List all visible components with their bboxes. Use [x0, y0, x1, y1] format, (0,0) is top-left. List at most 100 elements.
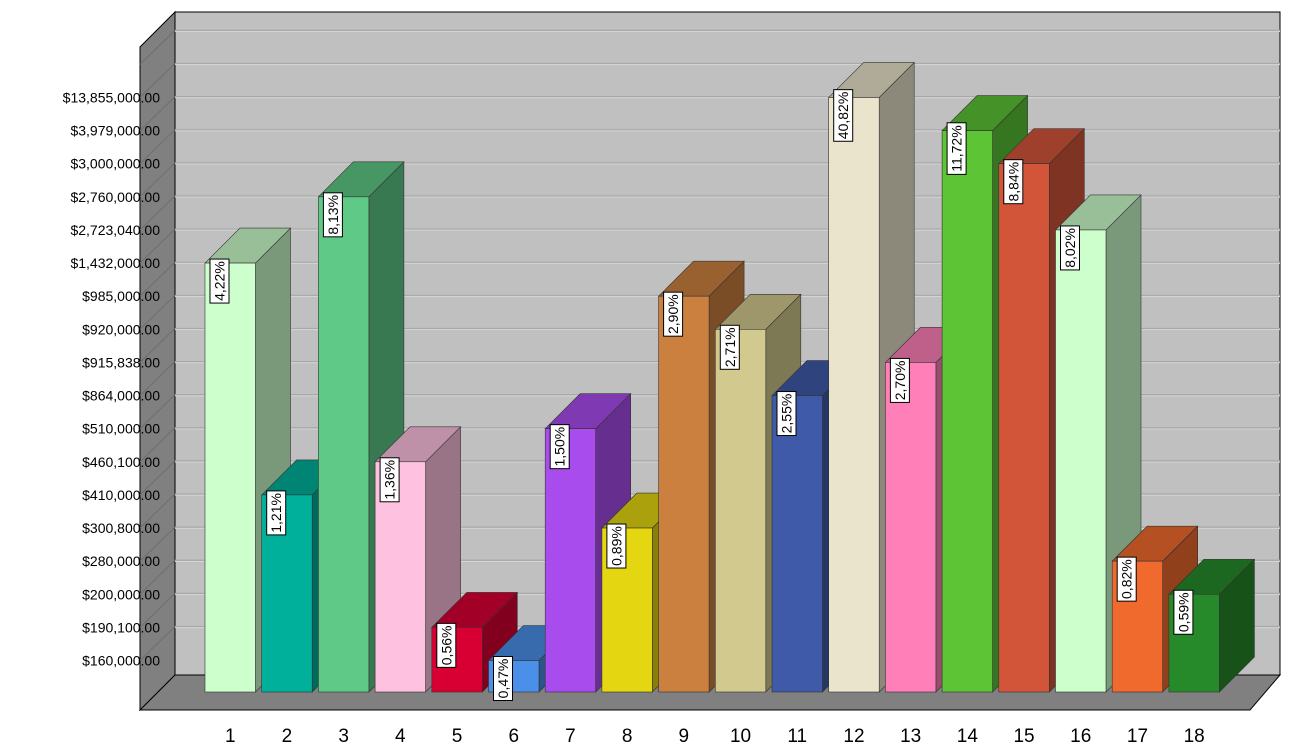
gridline-side	[139, 394, 176, 430]
percent-label-text: 40,82%	[835, 92, 851, 139]
x-tick-label: 10	[730, 726, 751, 747]
percent-label-text: 0,59%	[1175, 592, 1191, 632]
y-tick-label: $300,800.00	[82, 520, 160, 536]
percent-label-text: 0,56%	[438, 626, 454, 666]
y-tick-label: $2,760,000.00	[70, 189, 160, 205]
y-tick-label: $985,000.00	[82, 288, 160, 304]
percent-label-box	[493, 656, 513, 701]
percent-label-box	[1116, 556, 1137, 602]
y-tick-label: $13,855,000.00	[63, 89, 161, 105]
bar-front	[771, 395, 823, 693]
percent-label-text: 2,55%	[779, 394, 795, 434]
percent-label-text: 1,50%	[552, 427, 568, 467]
gridline-side	[139, 63, 176, 98]
gridline-side	[139, 29, 176, 65]
gridline-side	[139, 593, 176, 628]
x-tick-label: 15	[1013, 726, 1034, 747]
y-tick-label: $460,100.00	[82, 454, 160, 470]
y-tick-label: $200,000.00	[82, 586, 160, 602]
y-tick-label: $3,979,000.00	[70, 123, 160, 139]
gridline-side	[139, 361, 176, 396]
percent-label-text: 2,70%	[892, 361, 908, 401]
bar-front	[318, 196, 370, 693]
bar-percent-label: 2,70%	[889, 357, 910, 403]
gridline-side	[139, 261, 176, 297]
percent-label-box	[1003, 159, 1024, 205]
gridline-side	[139, 162, 176, 198]
gridline-side	[139, 493, 176, 529]
x-tick-label: 3	[338, 726, 349, 747]
y-tick-label: $915,838.00	[82, 354, 160, 370]
x-tick-label: 2	[282, 726, 293, 747]
x-axis-ticks: 1 2 3 4 5 6 7 8 9 10 11 12 13 14 15 16 17 18	[225, 726, 1205, 747]
y-tick-label: $160,000.00	[82, 653, 160, 669]
percent-label-text: 0,47%	[495, 659, 511, 699]
gridline-side	[139, 195, 176, 231]
percent-label-text: 8,02%	[1062, 228, 1078, 268]
bar-front	[828, 97, 880, 693]
percent-label-box	[606, 523, 627, 569]
bar-percent-label: 1,36%	[379, 457, 400, 503]
bar-front	[204, 262, 256, 693]
bar-front	[658, 295, 710, 693]
x-tick-label: 16	[1070, 726, 1091, 747]
x-tick-label: 7	[565, 726, 576, 747]
y-tick-label: $2,723,040.00	[70, 222, 160, 238]
x-tick-label: 4	[395, 726, 406, 747]
percent-label-box	[1060, 225, 1080, 271]
x-tick-label: 14	[957, 726, 979, 747]
x-tick-label: 8	[622, 726, 633, 747]
y-tick-label: $510,000.00	[82, 421, 160, 437]
gridline-side	[139, 460, 176, 496]
bars: 4,22% 1,21% 8,13% 1,36% 0,56% 0,47% 1,50% 0,89%…	[204, 61, 1256, 701]
x-tick-label: 5	[452, 726, 463, 747]
bar-percent-label: 1,50%	[549, 424, 570, 470]
bar-18: 0,59%	[1168, 558, 1256, 693]
y-tick-label: $864,000.00	[82, 388, 160, 404]
bar-4: 1,36%	[374, 426, 462, 693]
bar-percent-label: 11,72%	[946, 122, 967, 175]
percent-label-box	[889, 357, 910, 403]
gridline-side	[139, 526, 176, 562]
percent-label-box	[776, 391, 797, 437]
percent-label-box	[946, 122, 967, 175]
bar-front	[941, 130, 993, 693]
x-tick-label: 12	[843, 726, 864, 747]
percent-label-text: 8,84%	[1005, 162, 1021, 202]
bar-percent-label: 0,82%	[1116, 556, 1137, 602]
y-tick-label: $190,100.00	[82, 619, 160, 635]
x-tick-label: 1	[225, 726, 236, 747]
gridline-side	[139, 427, 176, 463]
percent-label-text: 1,21%	[268, 493, 284, 533]
y-tick-label: $1,432,000.00	[70, 255, 160, 271]
y-tick-label: $920,000.00	[82, 321, 160, 337]
y-axis-ticks: $13,855,000.00 $3,979,000.00 $3,000,000.00…	[63, 89, 161, 668]
gridline-side	[139, 626, 176, 661]
percent-label-box	[719, 324, 740, 370]
percent-label-box	[549, 424, 570, 470]
percent-label-box	[663, 291, 684, 337]
percent-label-box	[436, 622, 457, 668]
x-tick-label: 13	[900, 726, 921, 747]
percent-label-box	[833, 89, 854, 142]
percent-label-text: 0,89%	[608, 526, 624, 566]
percent-label-box	[209, 258, 230, 304]
percent-label-text: 2,90%	[665, 294, 681, 334]
y-tick-label: $410,000.00	[82, 487, 160, 503]
bar-percent-label: 0,47%	[493, 656, 513, 701]
x-tick-label: 17	[1127, 726, 1148, 747]
bar-front	[544, 428, 597, 693]
percent-label-box	[266, 490, 287, 536]
bar-percent-label: 8,02%	[1060, 225, 1080, 271]
bar-percent-label: 8,13%	[322, 192, 343, 238]
percent-label-text: 4,22%	[212, 261, 228, 301]
gridline-side	[139, 228, 176, 264]
bar-percent-label: 0,59%	[1173, 589, 1194, 635]
percent-label-text: 1,36%	[382, 460, 398, 500]
percent-label-text: 0,82%	[1119, 559, 1135, 599]
gridline-side	[139, 559, 176, 595]
percent-label-box	[379, 457, 400, 503]
bar-percent-label: 0,56%	[436, 622, 457, 668]
bar-percent-label: 8,84%	[1003, 159, 1024, 205]
